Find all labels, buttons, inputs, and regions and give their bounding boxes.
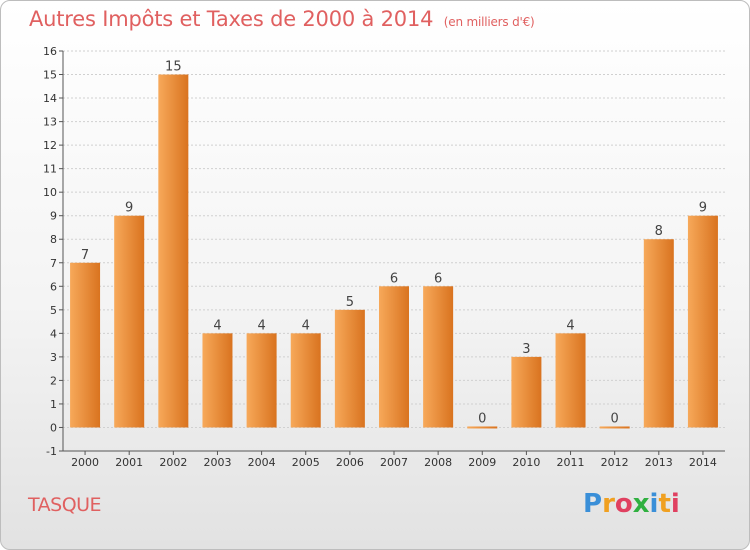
data-labels: 7 9 15 4 4 4 5 6 6 0 3 4 0 8 9 [81, 60, 707, 427]
logo-letter: x [632, 489, 650, 519]
data-label: 6 [390, 271, 398, 286]
bar [687, 215, 718, 428]
y-tick-label: 13 [43, 116, 57, 129]
x-tick-label: 2005 [292, 456, 320, 469]
y-tick-label: 7 [50, 257, 57, 270]
data-label: 0 [611, 411, 619, 426]
logo-letter: i [670, 489, 680, 519]
bar [467, 426, 498, 429]
chart-subtitle: (en milliers d'€) [443, 15, 535, 29]
y-tick-label: 6 [50, 280, 57, 293]
y-tick-label: 1 [50, 398, 57, 411]
bar [511, 356, 542, 428]
data-label: 4 [213, 318, 221, 333]
data-label: 15 [165, 60, 182, 75]
chart-title-text: Autres Impôts et Taxes de 2000 à 2014 [29, 7, 434, 31]
y-tick-label: 14 [43, 92, 57, 105]
bar [334, 309, 365, 428]
data-label: 8 [655, 224, 663, 239]
logo-letter: t [658, 489, 671, 519]
x-tick-label: 2001 [115, 456, 143, 469]
x-tick-label: 2006 [336, 456, 364, 469]
y-tick-label: 3 [50, 351, 57, 364]
y-tick-label: 2 [50, 374, 57, 387]
y-tick-label: 11 [43, 163, 57, 176]
y-tick-label: 10 [43, 186, 57, 199]
bar [246, 333, 277, 428]
data-label: 7 [81, 248, 89, 263]
data-label: 4 [566, 318, 574, 333]
y-tick-label: 9 [50, 210, 57, 223]
y-tick-label: 8 [50, 233, 57, 246]
commune-name: TASQUE [28, 494, 102, 516]
logo-letter: P [583, 489, 603, 519]
data-label: 3 [522, 342, 530, 357]
data-label: 9 [125, 201, 133, 216]
y-tick-label: 12 [43, 139, 57, 152]
bar [158, 74, 189, 428]
bar [379, 286, 409, 428]
proxiti-logo[interactable]: Proxiti [583, 489, 680, 519]
bar-series [70, 74, 718, 429]
data-label: 5 [346, 295, 354, 310]
y-tick-label: 15 [43, 69, 57, 82]
bar [423, 286, 454, 428]
x-tick-label: 2010 [512, 456, 540, 469]
logo-letter: i [649, 489, 659, 519]
x-tick-label: 2003 [203, 456, 231, 469]
x-tick-label: 2014 [689, 456, 717, 469]
data-label: 6 [434, 271, 442, 286]
y-tick-label: 16 [43, 45, 57, 58]
x-tick-label: 2007 [380, 456, 408, 469]
y-tick-label: 0 [50, 421, 57, 434]
x-tick-label: 2002 [159, 456, 187, 469]
data-label: 4 [302, 318, 310, 333]
data-label: 4 [257, 318, 265, 333]
bar [643, 239, 674, 428]
bar [290, 333, 321, 428]
y-tick-label: 5 [50, 304, 57, 317]
x-tick-label: 2012 [601, 456, 629, 469]
bar [555, 333, 586, 428]
x-tick-label: 2004 [248, 456, 276, 469]
y-tick-label: 4 [50, 327, 57, 340]
bar [599, 426, 630, 429]
chart-title: Autres Impôts et Taxes de 2000 à 2014 (e… [29, 7, 535, 31]
data-label: 0 [478, 411, 486, 426]
bar [70, 262, 101, 428]
bar [202, 333, 233, 428]
x-tick-label: 2013 [645, 456, 673, 469]
logo-letter: r [602, 489, 615, 519]
y-tick-label: -1 [46, 445, 57, 458]
x-tick-label: 2000 [71, 456, 99, 469]
data-label: 9 [699, 201, 707, 216]
x-axis: 2000 2001 2002 2003 2004 2005 2006 2007 2008 2009… [63, 450, 725, 469]
x-tick-label: 2008 [424, 456, 452, 469]
x-tick-label: 2011 [557, 456, 585, 469]
x-tick-label: 2009 [468, 456, 496, 469]
logo-letter: o [614, 489, 633, 519]
bar [114, 215, 145, 428]
